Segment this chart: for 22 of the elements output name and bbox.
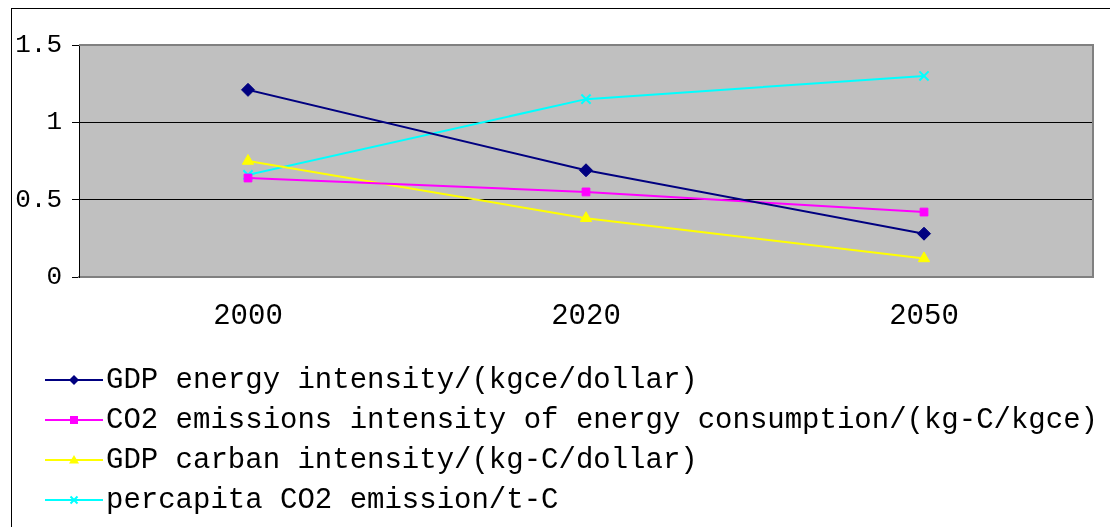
legend-label: GDP energy intensity/(kgce/dollar) <box>106 363 698 397</box>
legend-label: percapita CO2 emission/t-C <box>106 483 559 517</box>
point <box>243 173 253 183</box>
y-tick-label: 0.5 <box>15 184 62 215</box>
y-tick-label: 0 <box>46 261 62 292</box>
point <box>241 82 255 97</box>
point <box>241 154 255 165</box>
point <box>917 251 931 263</box>
x-tick-label: 2020 <box>551 300 621 334</box>
point <box>579 163 593 178</box>
y-tick-label: 1.5 <box>15 29 62 60</box>
y-tick-label: 1 <box>46 107 62 138</box>
point <box>919 207 929 217</box>
point <box>581 187 591 197</box>
x-tick-label: 2000 <box>213 300 283 334</box>
x-tick-label: 2050 <box>889 300 959 334</box>
legend-label: GDP carban intensity/(kg-C/dollar) <box>106 443 698 477</box>
legend-label: CO2 emissions intensity of energy consumption/(kg-C/kgce) <box>106 403 1098 437</box>
point <box>918 70 930 82</box>
point <box>580 93 592 105</box>
point <box>917 226 931 241</box>
point <box>579 211 593 222</box>
